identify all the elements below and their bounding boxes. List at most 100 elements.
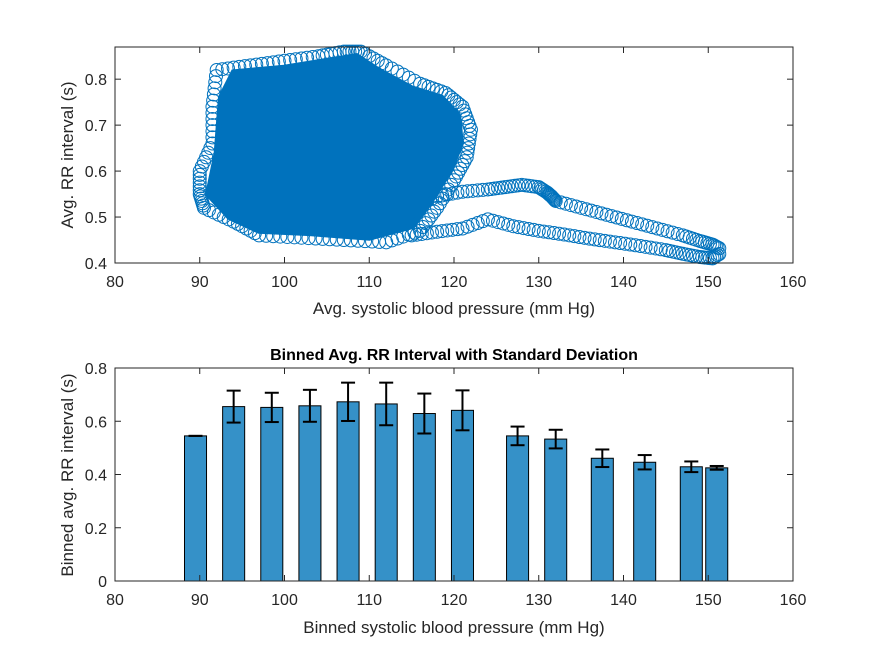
scatter-point	[597, 233, 612, 248]
bar-y-axis-label: Binned avg. RR interval (s)	[58, 373, 77, 576]
bar	[590, 457, 614, 582]
scatter-point	[449, 95, 464, 110]
scatter-point	[614, 211, 629, 226]
bar	[374, 403, 398, 582]
scatter-point	[506, 219, 521, 234]
scatter-point	[712, 241, 727, 256]
scatter-point	[579, 202, 594, 217]
scatter-x-tick-label: 130	[525, 274, 552, 291]
scatter-point	[435, 224, 450, 239]
scatter-point	[209, 62, 224, 77]
bar-x-tick-label: 100	[271, 592, 298, 609]
scatter-point	[207, 81, 222, 96]
scatter-point	[445, 222, 460, 237]
scatter-y-tick-label: 0.8	[85, 72, 107, 89]
bar	[679, 466, 703, 582]
scatter-point	[418, 216, 433, 231]
scatter-point	[465, 183, 480, 198]
scatter-point	[192, 179, 207, 194]
scatter-point	[501, 217, 516, 232]
scatter-point	[215, 62, 230, 77]
scatter-point	[557, 227, 572, 242]
scatter-point	[594, 206, 609, 221]
scatter-point	[710, 248, 725, 263]
scatter-point	[421, 212, 436, 227]
scatter-markers	[192, 44, 727, 266]
bar	[412, 413, 436, 582]
scatter-point	[619, 213, 634, 228]
scatter-point	[562, 228, 577, 243]
scatter-point	[633, 238, 648, 253]
scatter-point	[531, 223, 546, 238]
scatter-x-tick-label: 140	[610, 274, 637, 291]
bar-x-tick-label: 160	[780, 592, 807, 609]
scatter-point	[553, 195, 568, 210]
bar-x-tick-label: 80	[106, 592, 124, 609]
scatter-point	[587, 232, 602, 247]
scatter-point	[463, 127, 478, 142]
bar-chart-title: Binned Avg. RR Interval with Standard De…	[270, 347, 638, 364]
scatter-point	[511, 220, 526, 235]
scatter-x-tick-label: 120	[441, 274, 468, 291]
scatter-point	[460, 184, 475, 199]
scatter-point	[624, 214, 639, 229]
scatter-point	[572, 229, 587, 244]
bar-x-tick-label: 110	[356, 592, 382, 609]
scatter-point	[645, 220, 660, 235]
bar	[183, 435, 208, 582]
scatter-point	[516, 221, 531, 236]
scatter-point	[432, 196, 447, 211]
scatter-point	[665, 225, 680, 240]
scatter-point	[192, 175, 207, 190]
scatter-dense-cluster	[204, 53, 464, 241]
scatter-y-tick-label: 0.6	[85, 164, 107, 181]
scatter-point	[628, 238, 643, 253]
scatter-point	[547, 192, 562, 207]
scatter-point	[221, 61, 235, 76]
scatter-point	[648, 241, 663, 256]
scatter-point	[541, 225, 556, 240]
bar	[705, 467, 729, 582]
bar	[544, 438, 568, 582]
scatter-point	[599, 207, 614, 222]
bar-y-tick-label: 0.4	[85, 468, 107, 485]
scatter-x-axis-label: Avg. systolic blood pressure (mm Hg)	[313, 299, 595, 318]
scatter-point	[589, 204, 604, 219]
scatter-point	[430, 224, 445, 239]
scatter-point	[574, 200, 589, 215]
scatter-point	[447, 92, 461, 107]
bar-x-ticks: 80 90 100 110 120 130 140 150 160	[106, 368, 806, 609]
scatter-point	[546, 191, 561, 206]
scatter-point	[582, 231, 597, 246]
bar-y-tick-label: 0.2	[85, 521, 107, 538]
scatter-point	[475, 182, 490, 197]
scatter-point	[496, 216, 511, 231]
scatter-point	[445, 186, 460, 201]
scatter-x-tick-label: 150	[695, 274, 722, 291]
scatter-point	[521, 221, 536, 236]
bar-y-tick-label: 0	[98, 574, 107, 591]
scatter-point	[643, 240, 658, 255]
scatter-point	[463, 122, 478, 137]
scatter-point	[640, 218, 655, 233]
scatter-point	[635, 217, 650, 232]
scatter-point	[638, 239, 653, 254]
scatter-point	[480, 212, 495, 227]
scatter-point	[485, 213, 500, 228]
scatter-point	[455, 184, 470, 199]
bar-x-tick-label: 150	[695, 592, 722, 609]
scatter-point	[450, 222, 465, 237]
scatter-point	[208, 75, 223, 90]
scatter-point	[618, 236, 633, 251]
scatter-point	[491, 215, 506, 230]
scatter-point	[613, 236, 628, 251]
bar-y-ticks: 0 0.2 0.4 0.6 0.8	[85, 361, 793, 591]
scatter-x-tick-label: 80	[106, 274, 124, 291]
scatter-y-tick-label: 0.4	[85, 256, 107, 273]
scatter-point	[577, 230, 592, 245]
scatter-point	[547, 193, 562, 208]
scatter-point	[430, 200, 445, 215]
bar	[506, 435, 530, 582]
scatter-y-tick-label: 0.7	[85, 118, 107, 135]
scatter-point	[707, 250, 722, 265]
